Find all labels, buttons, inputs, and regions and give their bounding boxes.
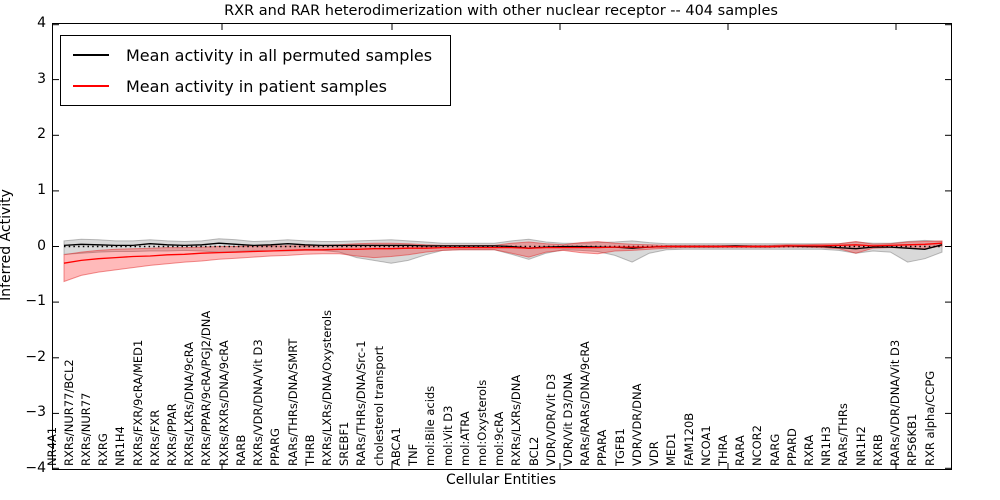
y-tick-label: −4 <box>25 460 46 476</box>
chart-canvas <box>53 24 951 469</box>
confidence-band-permuted <box>63 238 943 264</box>
plot-area: NR4A1 RXRs/NUR77/BCL2 RXRs/NUR77 RXRG NR1H4 R… <box>45 23 952 470</box>
y-tick-label: −1 <box>25 293 46 310</box>
legend-line-swatch-permuted <box>73 54 109 56</box>
y-tick-labels: 4 3 2 1 0 −1 −2 −3 −4 <box>0 0 52 500</box>
legend-item-patient: Mean activity in patient samples <box>68 73 432 99</box>
legend-label-permuted: Mean activity in all permuted samples <box>126 45 433 65</box>
legend-item-permuted: Mean activity in all permuted samples <box>68 42 432 68</box>
y-axis-label: Inferred Activity <box>0 189 14 301</box>
mean-line-patient <box>63 242 943 264</box>
chart-title: RXR and RAR heterodimerization with othe… <box>224 3 778 19</box>
x-axis-label: Cellular Entities <box>445 472 557 488</box>
y-tick-label: −2 <box>25 348 46 365</box>
y-tick-label: 1 <box>37 181 46 198</box>
y-tick-label: 3 <box>37 70 46 87</box>
legend: Mean activity in all permuted samples Me… <box>60 35 452 106</box>
legend-line-swatch-patient <box>73 85 109 87</box>
y-tick-label: −3 <box>25 404 46 421</box>
y-tick-label: 2 <box>37 126 46 143</box>
y-tick-label: 4 <box>37 15 46 31</box>
y-tick-label: 0 <box>37 237 46 254</box>
legend-label-patient: Mean activity in patient samples <box>126 76 387 96</box>
